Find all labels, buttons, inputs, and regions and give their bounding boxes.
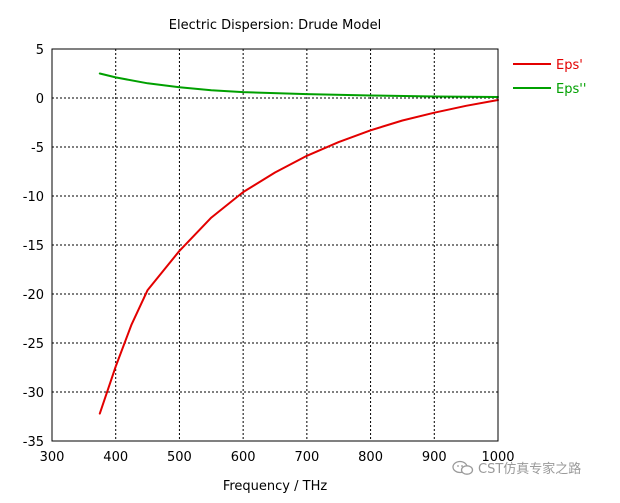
watermark: CST仿真专家之路 bbox=[452, 458, 581, 477]
x-tick-label: 600 bbox=[231, 450, 256, 465]
y-tick-label: 0 bbox=[36, 92, 44, 107]
series-line-1 bbox=[98, 72, 499, 98]
x-tick-label: 400 bbox=[103, 450, 128, 465]
x-tick-label: 500 bbox=[167, 450, 192, 465]
legend-label-1: Eps'' bbox=[556, 82, 586, 97]
wechat-icon bbox=[452, 460, 474, 475]
series-layer bbox=[98, 72, 499, 415]
y-tick-label: 5 bbox=[36, 43, 44, 58]
legend-label-0: Eps' bbox=[556, 58, 583, 73]
plot-frame bbox=[51, 48, 499, 442]
watermark-text: CST仿真专家之路 bbox=[478, 462, 582, 477]
series-line-0 bbox=[98, 99, 499, 415]
legend: Eps' Eps'' bbox=[513, 58, 586, 97]
grid-layer bbox=[52, 49, 498, 441]
y-tick-label: -5 bbox=[31, 141, 44, 156]
y-tick-label: -30 bbox=[23, 386, 44, 401]
y-tick-label: -25 bbox=[23, 337, 44, 352]
x-tick-label: 900 bbox=[422, 450, 447, 465]
x-tick-label: 700 bbox=[294, 450, 319, 465]
y-tick-label: -20 bbox=[23, 288, 44, 303]
y-tick-label: -10 bbox=[23, 190, 44, 205]
x-axis-label: Frequency / THz bbox=[223, 479, 328, 494]
x-tick-label: 300 bbox=[40, 450, 65, 465]
y-tick-label: -15 bbox=[23, 239, 44, 254]
chart-title: Electric Dispersion: Drude Model bbox=[169, 18, 381, 33]
tick-layer: 300 400 500 600 700 800 900 1000 5 0 -5 -10 -15 -20 -2… bbox=[23, 43, 515, 465]
x-tick-label: 1000 bbox=[481, 450, 514, 465]
x-tick-label: 800 bbox=[358, 450, 383, 465]
y-tick-label: -35 bbox=[23, 435, 44, 450]
